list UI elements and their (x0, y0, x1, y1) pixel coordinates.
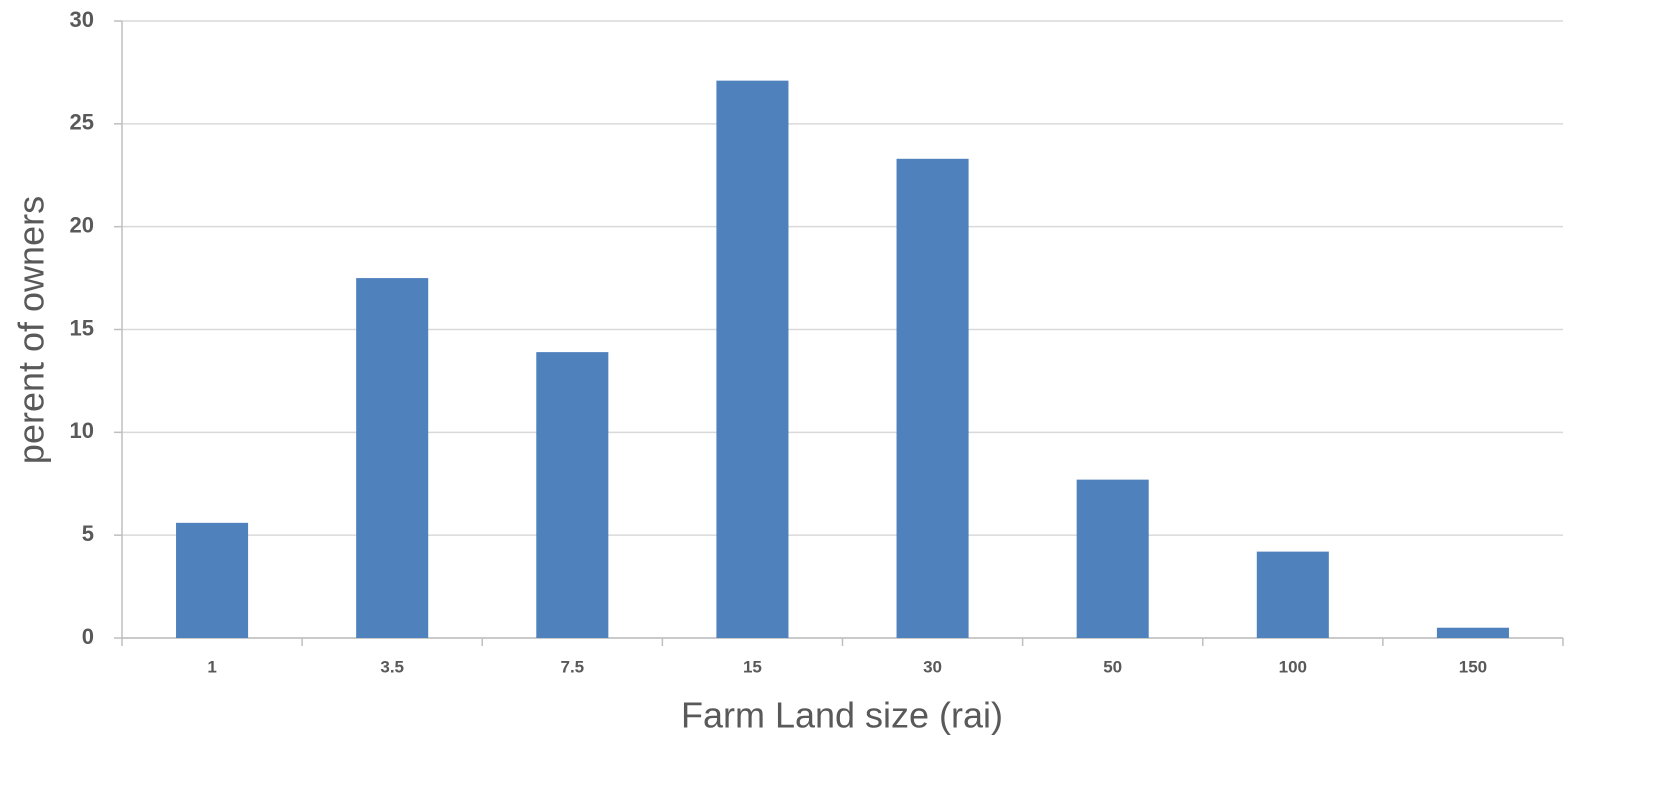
y-tick-label: 10 (70, 418, 94, 443)
bar (1256, 551, 1329, 638)
bar (896, 158, 969, 638)
y-tick-label: 0 (82, 624, 94, 649)
x-tick-label: 100 (1279, 657, 1307, 676)
bar (536, 352, 609, 638)
x-axis-title: Farm Land size (rai) (681, 695, 1003, 736)
x-tick-label: 7.5 (560, 657, 584, 676)
x-tick-label: 50 (1103, 657, 1122, 676)
y-axis-title: perent of owners (11, 196, 52, 464)
x-tick-label: 1 (207, 657, 216, 676)
y-tick-label: 5 (82, 521, 94, 546)
y-tick-label: 30 (70, 7, 94, 32)
x-tick-label: 15 (743, 657, 762, 676)
y-tick-label: 20 (70, 212, 94, 237)
bar (716, 80, 789, 639)
bar (1436, 627, 1509, 638)
x-tick-label: 30 (923, 657, 942, 676)
y-tick-label: 15 (70, 315, 94, 340)
bar (176, 522, 249, 638)
x-tick-label: 150 (1459, 657, 1487, 676)
bar (356, 278, 429, 638)
y-tick-label: 25 (70, 110, 94, 135)
bar (1076, 479, 1149, 638)
x-tick-label: 3.5 (380, 657, 404, 676)
